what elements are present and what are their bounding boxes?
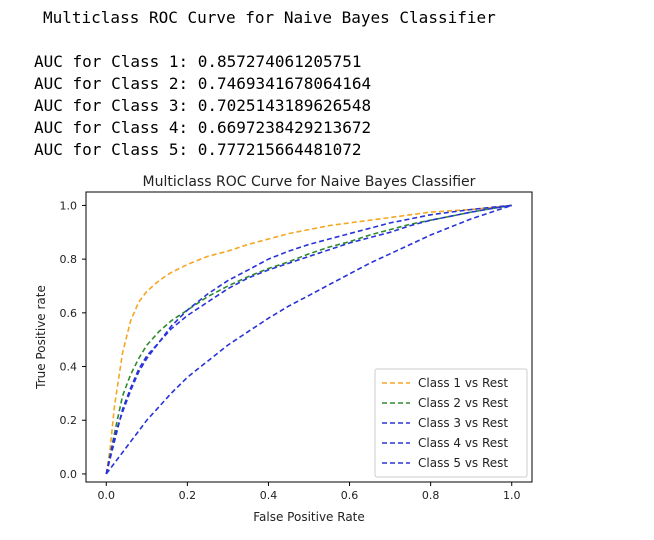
legend-box xyxy=(374,368,528,478)
legend-label-class-2: Class 2 vs Rest xyxy=(418,396,508,410)
x-tick-label: 0.4 xyxy=(260,489,278,502)
x-tick-label: 0.0 xyxy=(98,489,116,502)
auc-line-class-5: AUC for Class 5: 0.777215664481072 xyxy=(34,140,362,159)
legend-label-class-4: Class 4 vs Rest xyxy=(418,436,508,450)
legend-label-class-3: Class 3 vs Rest xyxy=(418,416,508,430)
chart-title: Multiclass ROC Curve for Naive Bayes Cla… xyxy=(143,174,476,190)
legend-label-class-5: Class 5 vs Rest xyxy=(418,456,508,470)
y-tick-label: 0.0 xyxy=(60,468,78,481)
x-tick-label: 0.8 xyxy=(422,489,440,502)
notebook-output: Multiclass ROC Curve for Naive Bayes Cla… xyxy=(0,0,654,170)
auc-line-class-1: AUC for Class 1: 0.857274061205751 xyxy=(34,52,362,71)
y-tick-label: 0.4 xyxy=(60,361,78,374)
series-line-class-3 xyxy=(105,204,512,475)
x-tick-label: 1.0 xyxy=(503,489,521,502)
y-tick-label: 1.0 xyxy=(60,199,78,212)
auc-line-class-3: AUC for Class 3: 0.7025143189626548 xyxy=(34,96,372,115)
x-axis-label: False Positive Rate xyxy=(253,510,365,524)
legend: Class 1 vs Rest Class 2 vs Rest Class 3 vs… xyxy=(374,368,528,478)
series-line-class-2 xyxy=(105,204,512,475)
series-line-class-1 xyxy=(105,204,512,475)
output-heading: Multiclass ROC Curve for Naive Bayes Cla… xyxy=(43,8,496,27)
y-tick-label: 0.8 xyxy=(60,253,78,266)
auc-line-class-4: AUC for Class 4: 0.6697238429213672 xyxy=(34,118,372,137)
y-tick-label: 0.6 xyxy=(60,307,78,320)
series-line-class-4 xyxy=(105,204,512,475)
y-tick-label: 0.2 xyxy=(60,414,78,427)
legend-label-class-1: Class 1 vs Rest xyxy=(418,376,508,390)
auc-line-class-2: AUC for Class 2: 0.7469341678064164 xyxy=(34,74,372,93)
x-tick-label: 0.6 xyxy=(341,489,359,502)
y-axis-label: True Positive rate xyxy=(34,285,48,390)
x-tick-label: 0.2 xyxy=(179,489,197,502)
series-line-class-5 xyxy=(105,204,512,475)
